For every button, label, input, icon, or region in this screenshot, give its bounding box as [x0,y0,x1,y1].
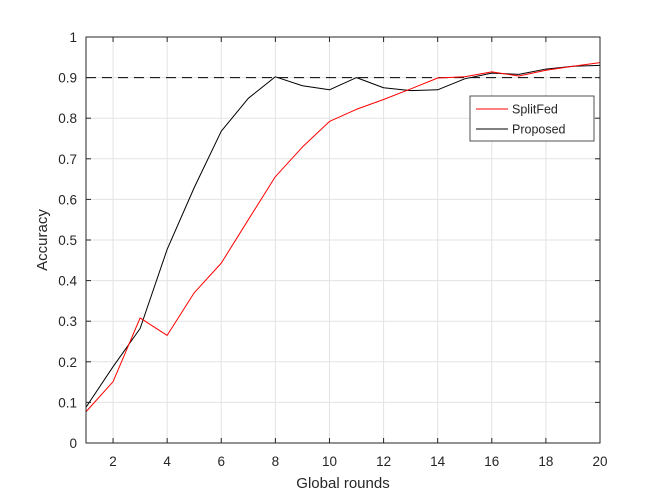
y-tick-label: 0.6 [58,192,77,207]
y-tick-label: 0.5 [58,233,77,248]
x-tick-label: 2 [109,454,117,469]
axis-ticks [86,36,601,444]
y-tick-label: 1 [69,30,77,45]
y-axis-label: Accuracy [34,209,51,271]
x-tick-label: 12 [376,454,391,469]
x-tick-label: 16 [484,454,499,469]
y-tick-label: 0 [69,436,77,451]
x-tick-label: 14 [430,454,446,469]
y-tick-label: 0.4 [58,274,77,289]
x-tick-label: 8 [272,454,280,469]
x-axis-label: Global rounds [296,475,389,492]
x-tick-label: 4 [163,454,171,469]
x-tick-label: 10 [322,454,337,469]
x-tick-label: 6 [218,454,226,469]
legend-box [469,95,595,142]
series-line-splitfed [85,62,601,413]
series-lines [85,62,601,413]
x-tick-label: 20 [592,454,607,469]
y-tick-label: 0.1 [58,395,77,410]
series-line-proposed [85,64,601,408]
y-tick-label: 0.7 [58,152,77,167]
legend-label-proposed: Proposed [512,123,566,137]
y-tick-label: 0.9 [58,71,77,86]
x-tick-labels: 2 4 6 8 10 12 14 16 18 20 [109,454,607,469]
y-tick-label: 0.2 [58,355,77,370]
y-tick-label: 0.8 [58,111,77,126]
y-tick-label: 0.3 [58,314,77,329]
legend: SplitFed Proposed [469,95,595,142]
y-tick-labels: 0 0.1 0.2 0.3 0.4 0.5 0.6 0.7 0.8 0.9 1 [58,30,77,451]
legend-label-splitfed: SplitFed [512,103,558,117]
x-tick-label: 18 [538,454,553,469]
